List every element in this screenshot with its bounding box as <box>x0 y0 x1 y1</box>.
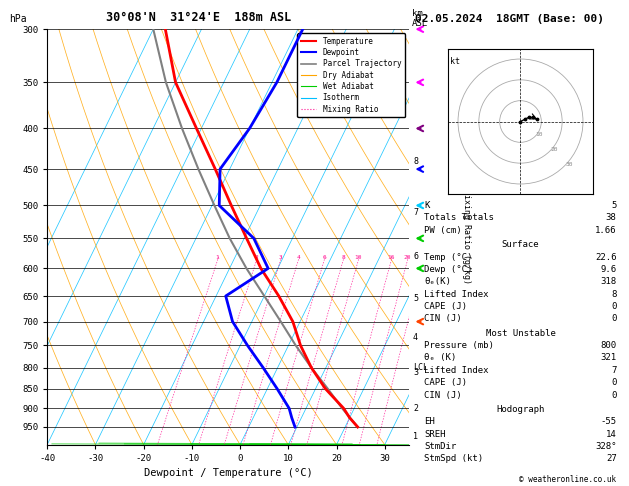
Text: 20: 20 <box>550 147 558 153</box>
Text: Surface: Surface <box>502 240 539 249</box>
Text: 27: 27 <box>606 454 616 463</box>
Text: hPa: hPa <box>9 14 27 24</box>
Text: K: K <box>425 201 430 210</box>
Text: θₑ(K): θₑ(K) <box>425 278 451 286</box>
Text: LCL: LCL <box>413 363 428 372</box>
Text: 10: 10 <box>355 255 362 260</box>
Text: EH: EH <box>425 417 435 426</box>
Text: © weatheronline.co.uk: © weatheronline.co.uk <box>520 474 616 484</box>
Text: 9.6: 9.6 <box>601 265 616 274</box>
Text: 2: 2 <box>413 404 418 413</box>
Text: 318: 318 <box>601 278 616 286</box>
Text: 30: 30 <box>565 162 573 168</box>
Text: 8: 8 <box>413 157 418 166</box>
Text: 3: 3 <box>279 255 282 260</box>
Text: 5: 5 <box>611 201 616 210</box>
Text: Pressure (mb): Pressure (mb) <box>425 341 494 350</box>
Text: 7: 7 <box>611 366 616 375</box>
Text: 38: 38 <box>606 213 616 223</box>
Text: Lifted Index: Lifted Index <box>425 366 489 375</box>
Text: 20: 20 <box>404 255 411 260</box>
Text: CIN (J): CIN (J) <box>425 391 462 399</box>
Text: SREH: SREH <box>425 430 446 439</box>
Text: 0: 0 <box>611 391 616 399</box>
Text: 328°: 328° <box>595 442 616 451</box>
Text: kt: kt <box>450 57 460 66</box>
Text: Hodograph: Hodograph <box>496 405 545 414</box>
Text: 5: 5 <box>413 294 418 303</box>
Text: 8: 8 <box>611 290 616 299</box>
Text: 1.66: 1.66 <box>595 226 616 235</box>
Text: 22.6: 22.6 <box>595 253 616 261</box>
Text: 30°08'N  31°24'E  188m ASL: 30°08'N 31°24'E 188m ASL <box>106 11 292 24</box>
Text: 6: 6 <box>413 252 418 261</box>
Text: 0: 0 <box>611 302 616 311</box>
Text: 14: 14 <box>606 430 616 439</box>
Text: PW (cm): PW (cm) <box>425 226 462 235</box>
Text: CAPE (J): CAPE (J) <box>425 302 467 311</box>
Text: StmDir: StmDir <box>425 442 457 451</box>
Text: Mixing Ratio (g/kg): Mixing Ratio (g/kg) <box>462 190 470 284</box>
Text: 321: 321 <box>601 353 616 363</box>
Text: Most Unstable: Most Unstable <box>486 329 555 338</box>
Text: Totals Totals: Totals Totals <box>425 213 494 223</box>
Text: ASL: ASL <box>412 18 428 28</box>
Text: 0: 0 <box>611 378 616 387</box>
Text: -55: -55 <box>601 417 616 426</box>
Text: 1: 1 <box>413 432 418 441</box>
Text: Temp (°C): Temp (°C) <box>425 253 473 261</box>
Text: km: km <box>412 9 423 18</box>
Text: 8: 8 <box>342 255 345 260</box>
Text: 2: 2 <box>255 255 259 260</box>
Text: 6: 6 <box>323 255 326 260</box>
Text: 10: 10 <box>535 133 543 138</box>
Text: CAPE (J): CAPE (J) <box>425 378 467 387</box>
Text: 7: 7 <box>413 208 418 217</box>
Text: 16: 16 <box>387 255 395 260</box>
Text: Lifted Index: Lifted Index <box>425 290 489 299</box>
Text: 02.05.2024  18GMT (Base: 00): 02.05.2024 18GMT (Base: 00) <box>415 14 604 24</box>
Text: 1: 1 <box>216 255 220 260</box>
Text: 0: 0 <box>611 314 616 323</box>
Text: 800: 800 <box>601 341 616 350</box>
Text: CIN (J): CIN (J) <box>425 314 462 323</box>
Text: StmSpd (kt): StmSpd (kt) <box>425 454 484 463</box>
X-axis label: Dewpoint / Temperature (°C): Dewpoint / Temperature (°C) <box>143 469 313 478</box>
Text: 4: 4 <box>296 255 300 260</box>
Text: Dewp (°C): Dewp (°C) <box>425 265 473 274</box>
Legend: Temperature, Dewpoint, Parcel Trajectory, Dry Adiabat, Wet Adiabat, Isotherm, Mi: Temperature, Dewpoint, Parcel Trajectory… <box>298 33 405 117</box>
Text: θₑ (K): θₑ (K) <box>425 353 457 363</box>
Text: 3: 3 <box>413 368 418 377</box>
Text: 4: 4 <box>413 332 418 342</box>
